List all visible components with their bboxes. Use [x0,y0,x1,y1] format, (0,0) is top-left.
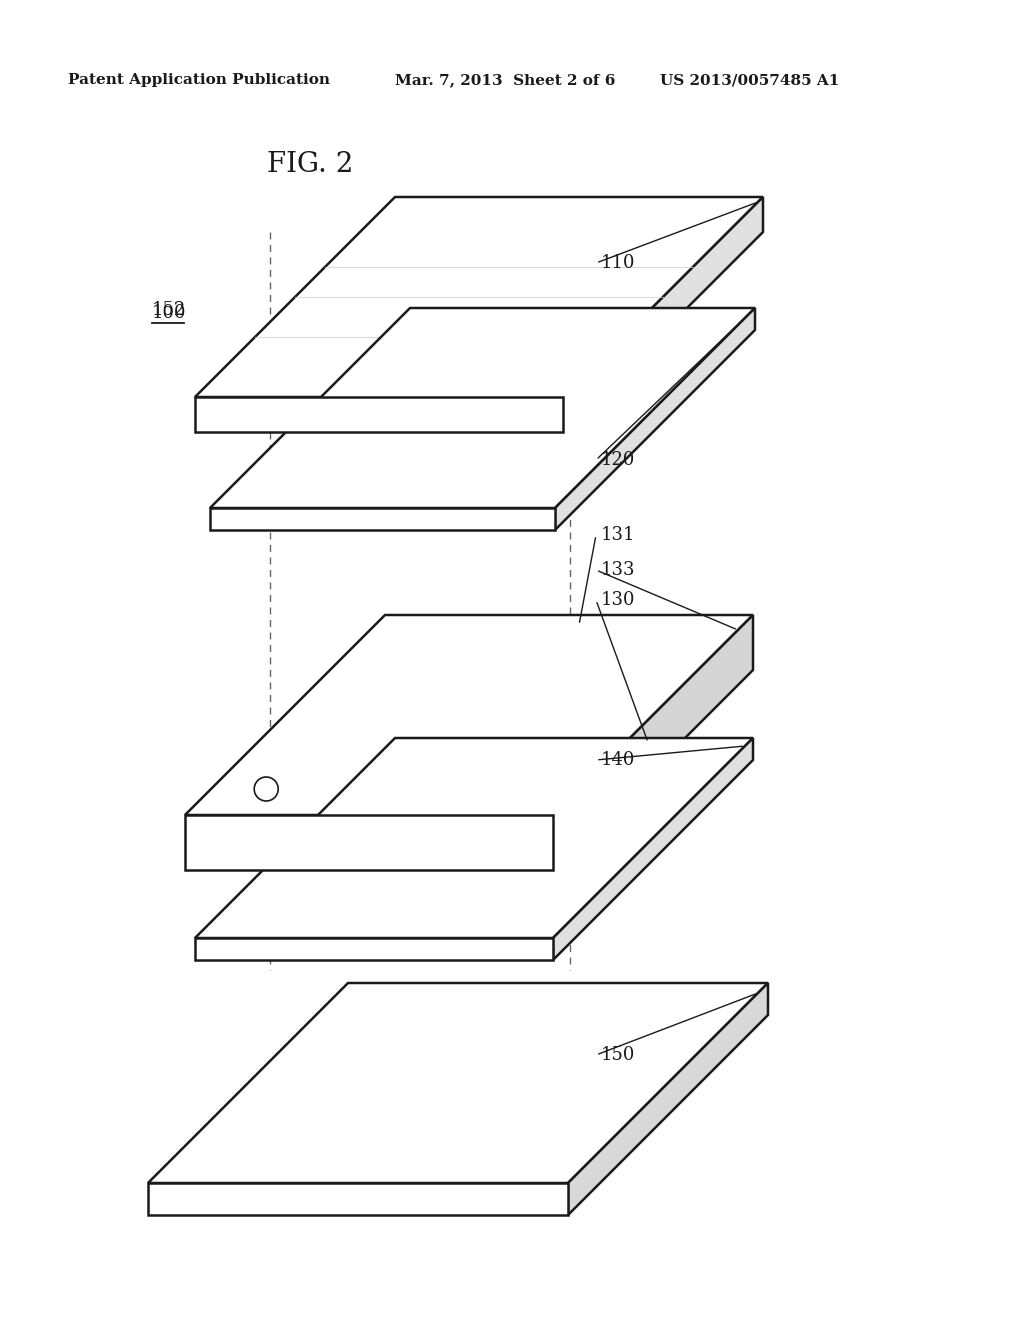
Text: 130: 130 [601,591,636,609]
Polygon shape [195,738,753,939]
Polygon shape [563,197,763,432]
Polygon shape [210,308,755,508]
Polygon shape [195,397,563,432]
Text: 110: 110 [601,253,636,272]
Text: Mar. 7, 2013  Sheet 2 of 6: Mar. 7, 2013 Sheet 2 of 6 [395,73,615,87]
Text: US 2013/0057485 A1: US 2013/0057485 A1 [660,73,840,87]
Polygon shape [555,308,755,531]
Polygon shape [185,615,753,814]
Polygon shape [553,615,753,870]
Text: FIG. 2: FIG. 2 [267,152,353,178]
Text: 133: 133 [601,561,636,579]
Text: 150: 150 [601,1045,635,1064]
Text: 140: 140 [601,751,635,770]
Circle shape [254,777,279,801]
Text: Patent Application Publication: Patent Application Publication [68,73,330,87]
Polygon shape [148,1183,568,1214]
Text: 120: 120 [601,451,635,469]
Polygon shape [195,939,553,960]
Polygon shape [210,508,555,531]
Text: 100: 100 [152,304,186,322]
Circle shape [418,634,432,648]
Polygon shape [568,983,768,1214]
Polygon shape [195,197,763,397]
Polygon shape [553,738,753,960]
Text: 152: 152 [152,301,186,319]
Polygon shape [185,814,553,870]
Polygon shape [148,983,768,1183]
Text: 131: 131 [601,525,636,544]
